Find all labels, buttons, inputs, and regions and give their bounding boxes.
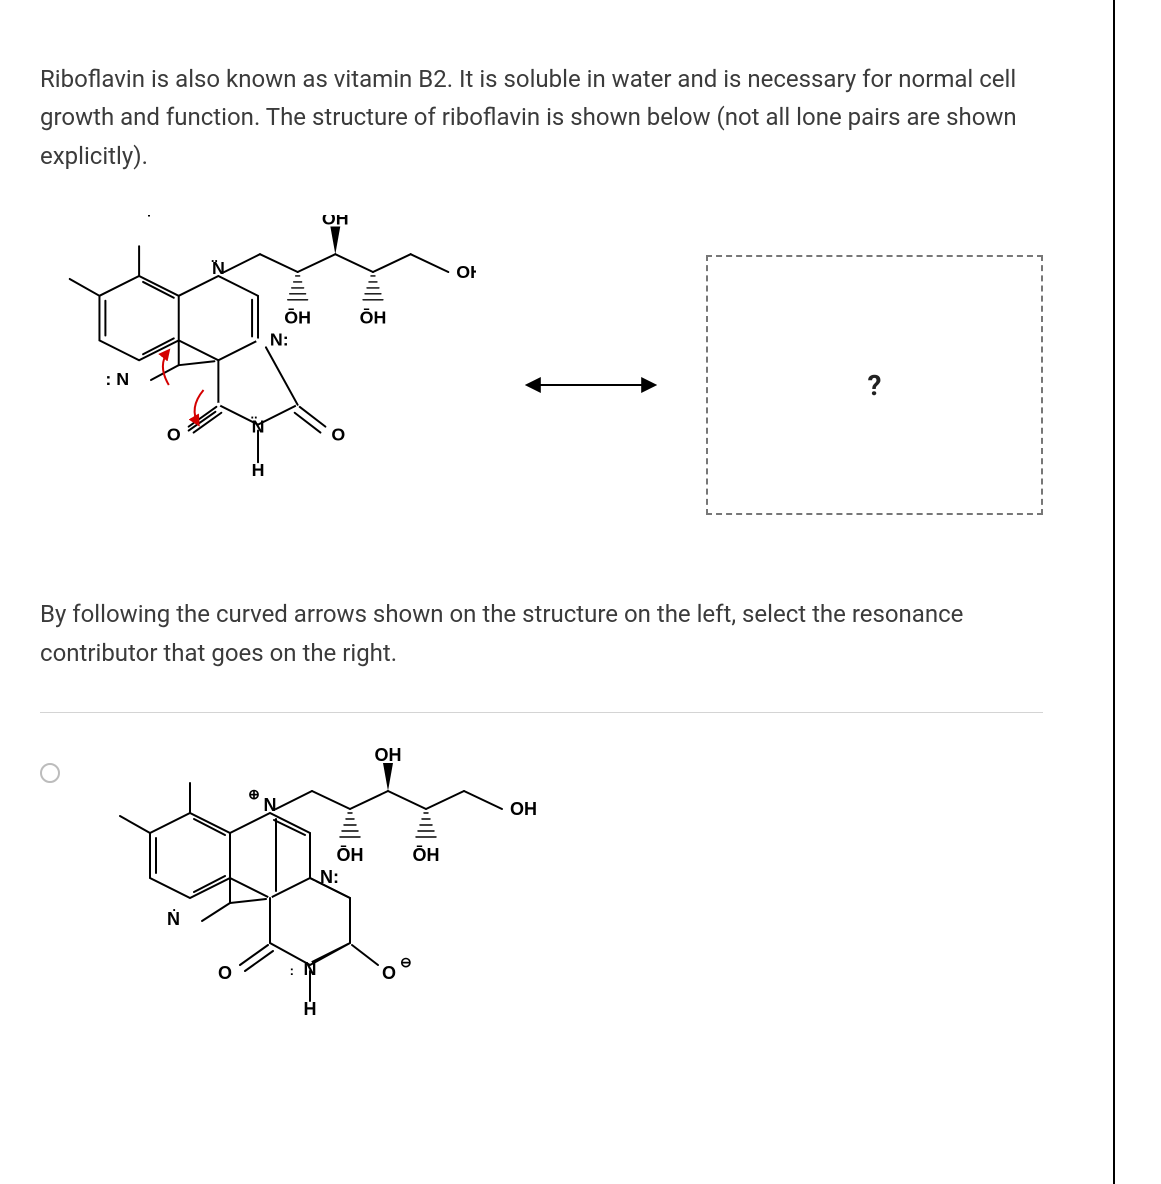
opt-H: H (304, 999, 317, 1019)
label-OH2: OH (322, 215, 349, 228)
label-OH3: ŌH (360, 308, 387, 328)
opt-N-left-lp: . (172, 899, 176, 914)
resonance-arrow (516, 370, 666, 400)
figure-row: N .. : N N: N .. H O O ŌH OH ŌH OH (40, 215, 1043, 555)
atom-O-left: O (167, 425, 181, 445)
opt-OH3: ŌH (413, 845, 440, 865)
atom-N-right: N: (270, 330, 289, 350)
instruction-text: By following the curved arrows shown on … (40, 595, 1043, 672)
opt-O-right-charge: ⊖ (400, 954, 412, 970)
placeholder-box: ? (706, 255, 1043, 515)
opt-N-top-charge: ⊕ (248, 786, 260, 802)
label-OH4: OH (456, 262, 476, 282)
opt-O-left: O (218, 963, 232, 983)
atom-O-right: O (331, 425, 345, 445)
opt-N-bottom: N (304, 959, 317, 979)
option-row: N ⊕ N . N: N : H O O ⊖ ŌH OH ŌH OH (40, 743, 1043, 1083)
option-radio[interactable] (40, 763, 60, 783)
opt-O-right: O (382, 963, 396, 983)
opt-N-top: N (264, 795, 277, 815)
opt-OH2: OH (375, 745, 402, 765)
placeholder-symbol: ? (868, 369, 882, 402)
left-structure: N .. : N N: N .. H O O ŌH OH ŌH OH (40, 215, 476, 555)
opt-N-bottom-lp: : (290, 963, 294, 978)
label-OH1: ŌH (284, 308, 311, 328)
separator (40, 712, 1043, 713)
opt-OH4: OH (510, 799, 537, 819)
option-structure: N ⊕ N . N: N : H O O ⊖ ŌH OH ŌH OH (80, 743, 540, 1083)
atom-H: H (252, 460, 265, 480)
opt-N-right: N: (320, 867, 339, 887)
prompt-text: Riboflavin is also known as vitamin B2. … (40, 60, 1043, 175)
opt-OH1: ŌH (337, 845, 364, 865)
lone-pair-ntop: .. (211, 250, 218, 265)
lone-pair-nbot: .. (250, 407, 257, 422)
atom-N-left: : N (105, 369, 129, 389)
